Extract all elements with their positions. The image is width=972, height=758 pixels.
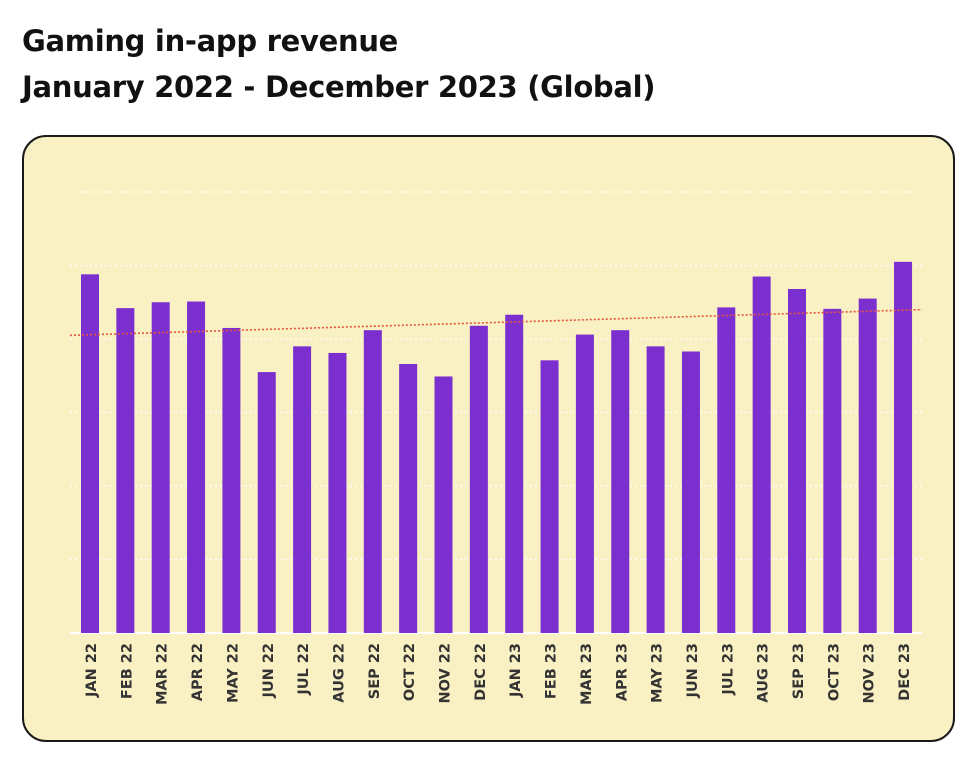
bar-dec-23 [894,261,913,633]
bar-oct-23 [823,308,842,633]
bar-nov-23 [858,298,877,633]
x-tick-label: FEB 23 [544,643,560,699]
x-tick-label: DEC 23 [897,643,913,701]
bar-sep-23 [788,289,806,633]
bar-feb-22 [116,308,135,633]
x-tick-label: AUG 23 [756,643,772,703]
x-tick-label: FEB 22 [119,643,135,699]
x-tick-label: OCT 22 [402,643,418,701]
x-tick-label: APR 23 [614,643,630,701]
bar-sep-22 [363,330,382,633]
x-tick-label: JUN 22 [261,643,277,699]
bar-chart: JAN 22 FEB 22 MAR 22 APR 22 MAY 22 JUN 22 JUL … [69,191,923,705]
bar-jan-23 [505,314,524,633]
bar-nov-22 [434,376,453,633]
bar-aug-23 [752,276,771,633]
x-tick-label: MAY 22 [225,643,241,703]
bar-may-22 [222,327,241,633]
x-tick-label: APR 22 [190,643,206,701]
bar-aug-22 [328,352,347,633]
bar-jun-22 [257,372,276,633]
x-tick-label: OCT 23 [826,643,842,701]
x-tick-label: SEP 23 [791,643,807,699]
bar-oct-22 [399,363,418,633]
bar-mar-23 [575,334,594,633]
title-block: Gaming in-app revenue January 2022 - Dec… [22,18,952,110]
bar-jan-22 [81,274,99,633]
x-tick-label: MAR 22 [155,643,171,705]
bar-jun-23 [681,351,700,633]
x-tick-label: NOV 23 [862,643,878,704]
x-tick-label: DEC 22 [473,643,489,701]
x-tick-label: JUL 22 [296,643,312,696]
x-tick-label: JAN 23 [508,643,524,698]
chart-subtitle: January 2022 - December 2023 (Global) [22,70,656,104]
bar-apr-22 [187,301,206,633]
x-tick-label: SEP 22 [367,643,383,699]
bar-jul-23 [717,307,736,633]
bar-mar-22 [151,302,170,633]
bar-apr-23 [611,330,630,633]
chart-title: Gaming in-app revenue [22,24,399,58]
x-tick-label: JUN 23 [685,643,701,699]
x-tick-label: JAN 22 [84,643,100,698]
bar-jul-22 [293,346,312,633]
x-tick-label: NOV 22 [438,643,454,704]
x-tick-label: JUL 23 [720,643,736,696]
bar-feb-23 [540,360,559,633]
chart-panel: JAN 22 FEB 22 MAR 22 APR 22 MAY 22 JUN 22 JUL … [22,135,955,742]
x-tick-label: AUG 22 [331,643,347,703]
x-tick-label: MAR 23 [579,643,595,705]
bar-may-23 [646,346,665,633]
bar-dec-22 [469,325,488,633]
x-tick-label: MAY 23 [650,643,666,703]
